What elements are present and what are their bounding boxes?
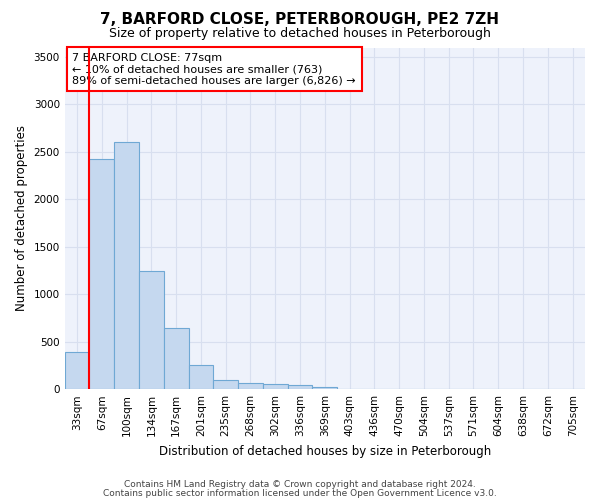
X-axis label: Distribution of detached houses by size in Peterborough: Distribution of detached houses by size … (159, 444, 491, 458)
Bar (164, 328, 188, 389)
Bar (139, 272, 164, 389)
Bar (238, 383, 263, 389)
Text: Contains public sector information licensed under the Open Government Licence v3: Contains public sector information licen… (103, 488, 497, 498)
Bar (65, 352, 89, 389)
Bar (313, 387, 337, 389)
Text: Size of property relative to detached houses in Peterborough: Size of property relative to detached ho… (109, 28, 491, 40)
Bar (287, 386, 313, 389)
Text: Contains HM Land Registry data © Crown copyright and database right 2024.: Contains HM Land Registry data © Crown c… (124, 480, 476, 489)
Bar (89, 160, 114, 389)
Bar (214, 380, 238, 389)
Bar (188, 365, 214, 389)
Text: 7, BARFORD CLOSE, PETERBOROUGH, PE2 7ZH: 7, BARFORD CLOSE, PETERBOROUGH, PE2 7ZH (101, 12, 499, 28)
Text: 7 BARFORD CLOSE: 77sqm
← 10% of detached houses are smaller (763)
89% of semi-de: 7 BARFORD CLOSE: 77sqm ← 10% of detached… (73, 52, 356, 86)
Bar (114, 142, 139, 389)
Y-axis label: Number of detached properties: Number of detached properties (15, 126, 28, 312)
Bar (263, 384, 287, 389)
